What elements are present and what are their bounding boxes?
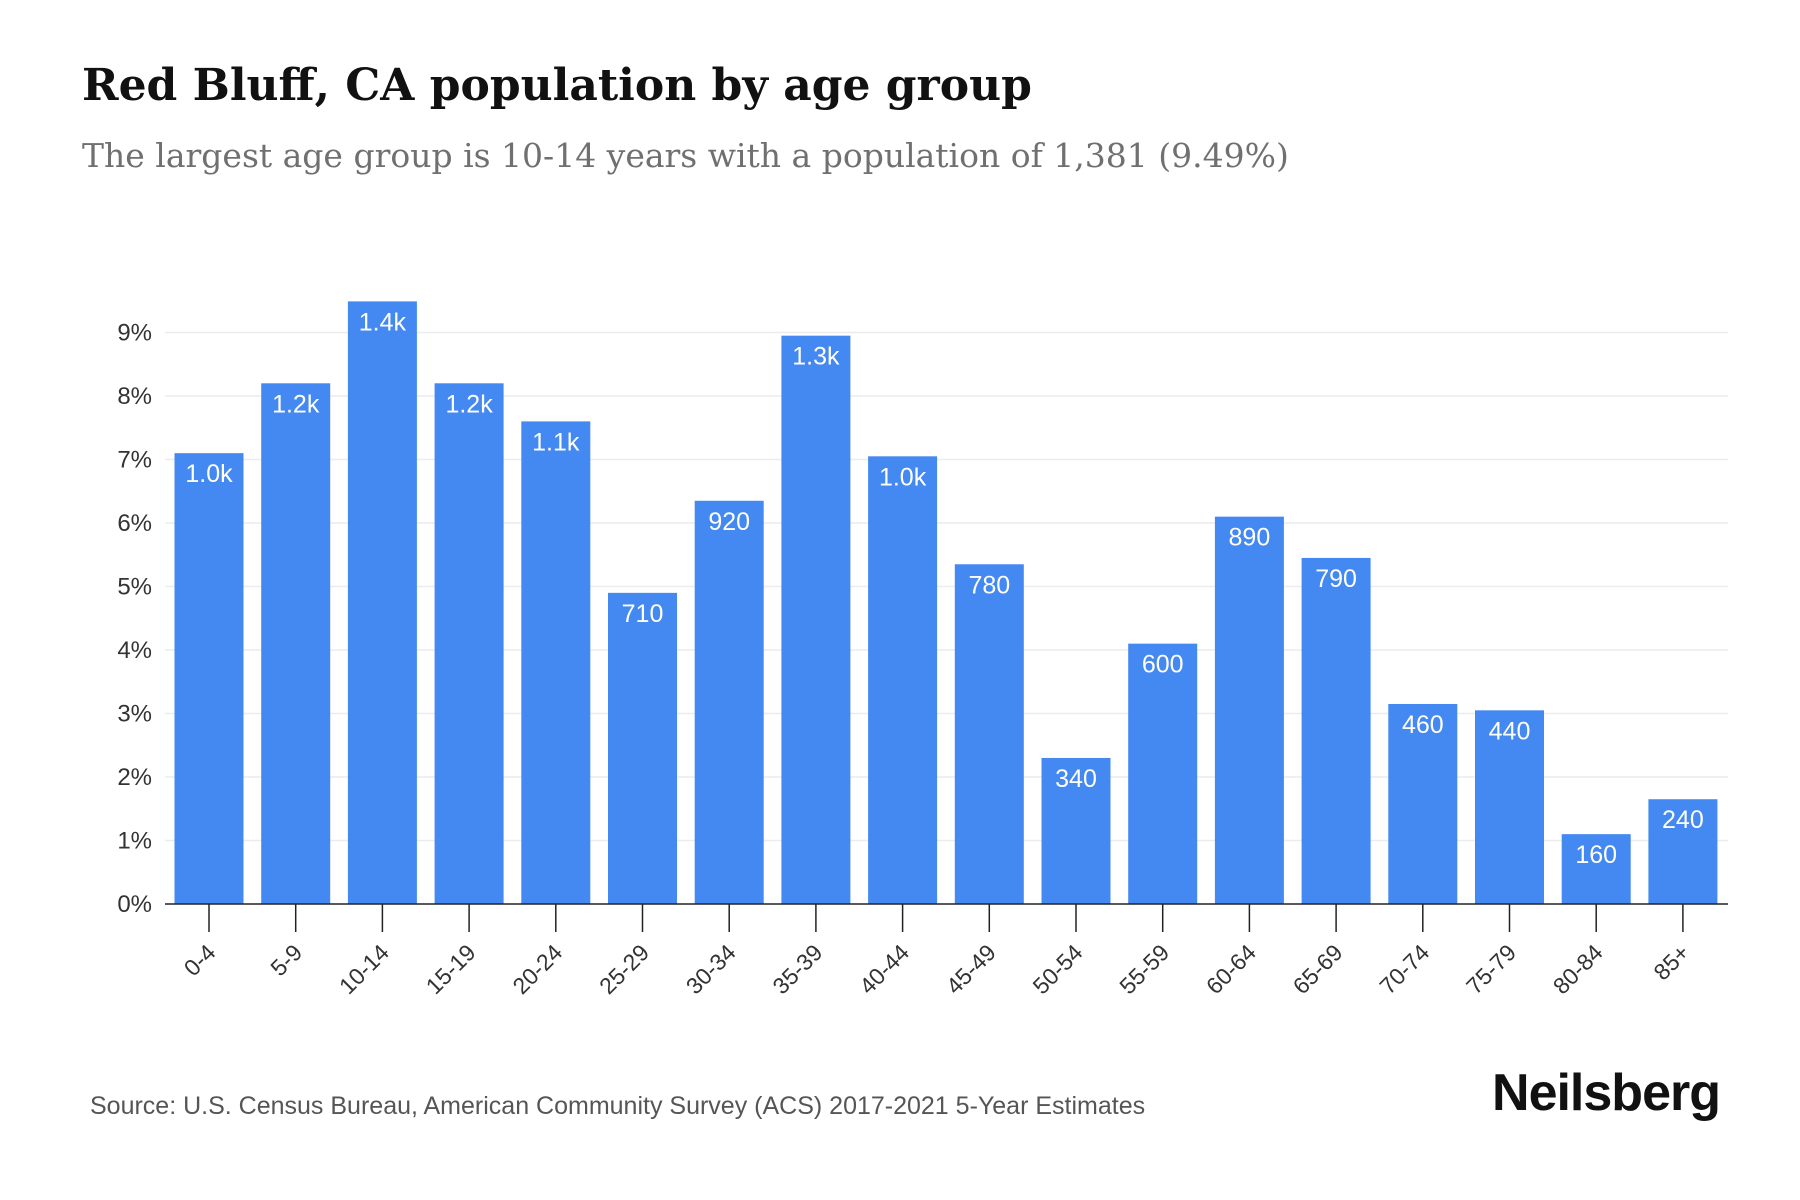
data-label: 920 — [708, 508, 750, 536]
bar-55-59 — [1128, 643, 1198, 904]
data-label: 1.2k — [445, 390, 493, 418]
data-label: 460 — [1402, 711, 1444, 739]
bar-15-19 — [434, 383, 504, 904]
x-tick-label: 65-69 — [1288, 939, 1348, 999]
bar-5-9 — [261, 383, 331, 904]
x-tick-label: 5-9 — [265, 939, 307, 981]
x-tick-label: 80-84 — [1548, 939, 1608, 999]
x-tick-label: 45-49 — [941, 939, 1001, 999]
brand-logo: Neilsberg — [1492, 1064, 1721, 1122]
data-label: 160 — [1575, 841, 1617, 869]
bar-30-34 — [694, 500, 764, 904]
y-tick-label: 1% — [117, 828, 152, 855]
gridlines — [165, 331, 1728, 842]
x-tick-label: 40-44 — [854, 939, 914, 999]
data-label: 790 — [1315, 565, 1357, 593]
data-label: 340 — [1055, 765, 1097, 793]
x-tick-label: 50-54 — [1028, 939, 1088, 999]
x-tick-label: 15-19 — [421, 939, 481, 999]
bar-0-4 — [174, 453, 244, 904]
bar-25-29 — [608, 592, 677, 904]
data-label: 1.3k — [792, 343, 840, 371]
chart-title: Red Bluff, CA population by age group — [82, 60, 1032, 111]
x-tick-label: 35-39 — [767, 939, 827, 999]
bar-40-44 — [868, 456, 938, 904]
y-tick-label: 8% — [117, 383, 152, 410]
data-label: 780 — [968, 571, 1010, 599]
data-label: 1.4k — [359, 308, 407, 336]
x-tick-label: 55-59 — [1114, 939, 1174, 999]
data-label: 710 — [622, 600, 664, 628]
x-axis: 0-4 5-9 10-14 15-19 20-24 25-29 30-34 35-39 40-4… — [165, 903, 1728, 999]
x-tick-label: 70-74 — [1374, 939, 1434, 999]
x-tick-label: 30-34 — [681, 939, 741, 999]
y-tick-label: 5% — [117, 574, 152, 601]
x-tick-label: 0-4 — [179, 939, 221, 981]
y-axis-ticks: 0% 1% 2% 3% 4% 5% 6% 7% 8% 9% — [117, 320, 152, 919]
data-label: 1.2k — [272, 390, 320, 418]
chart-subtitle: The largest age group is 10-14 years wit… — [82, 136, 1289, 175]
bar-10-14 — [347, 301, 417, 904]
data-label: 240 — [1662, 806, 1704, 834]
y-tick-label: 9% — [117, 320, 152, 347]
source-note: Source: U.S. Census Bureau, American Com… — [90, 1092, 1146, 1120]
x-tick-label: 60-64 — [1201, 939, 1261, 999]
bar-85+ — [1648, 799, 1718, 904]
data-label: 1.0k — [879, 463, 927, 491]
x-tick-label: 10-14 — [334, 939, 394, 999]
x-tick-label: 85+ — [1648, 939, 1694, 985]
x-tick-label: 20-24 — [507, 939, 567, 999]
bar-75-79 — [1475, 710, 1544, 904]
data-label: 600 — [1142, 651, 1184, 679]
y-tick-label: 3% — [117, 701, 152, 728]
y-tick-label: 2% — [117, 764, 152, 791]
x-tick-label: 25-29 — [594, 939, 654, 999]
bar-20-24 — [521, 421, 591, 904]
bar-60-64 — [1214, 516, 1284, 904]
y-tick-label: 6% — [117, 510, 152, 537]
bar-50-54 — [1041, 757, 1111, 904]
y-tick-label: 4% — [117, 637, 152, 664]
data-label: 1.0k — [185, 460, 233, 488]
bar-70-74 — [1388, 703, 1458, 904]
y-tick-label: 7% — [117, 447, 152, 474]
bar-80-84 — [1561, 834, 1631, 904]
data-label: 890 — [1229, 524, 1271, 552]
x-tick-label: 75-79 — [1461, 939, 1521, 999]
bar-45-49 — [954, 564, 1024, 904]
data-label: 1.1k — [532, 428, 580, 456]
bars: 1.0k 1.2k 1.4k 1.2k 1.1k 710 920 1.3k 1.0k 780 340… — [174, 301, 1718, 904]
bar-65-69 — [1301, 557, 1371, 904]
bar-35-39 — [781, 335, 851, 904]
data-label: 440 — [1489, 717, 1531, 745]
y-tick-label: 0% — [117, 891, 152, 918]
